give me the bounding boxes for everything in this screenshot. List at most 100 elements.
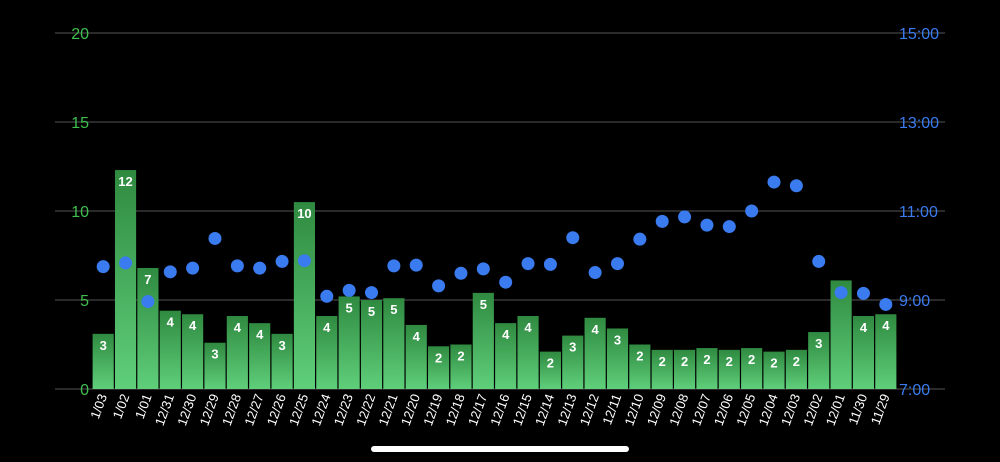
- bar: [226, 316, 248, 389]
- y-left-tick-label: 20: [71, 26, 89, 43]
- bar: [383, 298, 405, 389]
- bar-data-label: 4: [860, 320, 868, 335]
- y-right-tick-label: 13:00: [899, 115, 939, 132]
- bar: [495, 323, 517, 389]
- bar-data-label: 3: [614, 332, 621, 347]
- x-tick-label: 1/03: [87, 392, 110, 421]
- bar: [405, 324, 427, 389]
- bar-data-label: 2: [703, 352, 710, 367]
- scatter-point: [834, 286, 848, 300]
- scatter-point: [476, 262, 490, 276]
- home-indicator[interactable]: [371, 446, 629, 452]
- bar-data-label: 2: [435, 350, 442, 365]
- bar: [606, 328, 629, 389]
- bar: [249, 323, 271, 389]
- scatter-point: [163, 265, 177, 279]
- bar-series: 31274434431045554225442343222222223644: [92, 170, 897, 389]
- bar: [808, 332, 830, 389]
- bar-data-label: 4: [882, 318, 890, 333]
- scatter-point: [253, 261, 267, 275]
- scatter-point: [230, 259, 244, 273]
- scatter-point: [745, 204, 759, 218]
- scatter-point: [387, 259, 401, 273]
- scatter-point: [275, 254, 289, 268]
- scatter-point: [566, 231, 580, 245]
- bar-data-label: 4: [234, 320, 242, 335]
- scatter-point: [432, 279, 446, 293]
- y-right-tick-label: 11:00: [899, 204, 938, 221]
- scatter-point: [856, 286, 870, 300]
- scatter-point: [812, 254, 826, 268]
- scatter-point: [119, 256, 133, 270]
- scatter-point: [342, 283, 356, 297]
- scatter-point: [186, 261, 200, 275]
- scatter-point: [543, 257, 557, 271]
- bar: [584, 317, 606, 389]
- scatter-point: [499, 275, 513, 289]
- y-left-tick-label: 5: [80, 293, 89, 310]
- bar-data-label: 2: [748, 352, 755, 367]
- x-tick-label: 11/29: [868, 392, 893, 427]
- scatter-point: [409, 258, 423, 272]
- scatter-point: [767, 175, 781, 189]
- bar-data-label: 4: [524, 320, 532, 335]
- y-left-tick-label: 0: [80, 382, 89, 399]
- scatter-point: [633, 232, 647, 246]
- bar-data-label: 2: [659, 354, 666, 369]
- bar: [785, 349, 807, 389]
- scatter-point: [722, 220, 736, 234]
- bar: [830, 280, 852, 389]
- scatter-point: [700, 218, 714, 232]
- bar: [271, 333, 293, 389]
- scatter-point: [789, 179, 803, 193]
- scatter-point: [610, 257, 624, 271]
- bar-data-label: 7: [144, 272, 151, 287]
- bar-data-label: 5: [480, 297, 487, 312]
- scatter-point: [208, 231, 222, 245]
- bar-data-label: 2: [636, 349, 643, 364]
- bar-data-label: 4: [592, 322, 600, 337]
- x-tick-label: 12/01: [823, 392, 848, 428]
- bar: [428, 346, 450, 389]
- y-right-tick-label: 9:00: [899, 293, 930, 310]
- bar: [316, 316, 338, 389]
- scatter-series: [96, 175, 893, 311]
- bar: [204, 342, 226, 389]
- y-right-tick-label: 7:00: [899, 382, 930, 399]
- bar: [852, 316, 875, 389]
- bar-data-label: 3: [278, 338, 285, 353]
- scatter-point: [521, 257, 535, 271]
- bar: [360, 300, 383, 389]
- x-tick-label: 1/01: [132, 392, 155, 421]
- bar: [472, 292, 494, 389]
- scatter-point: [96, 260, 110, 274]
- bar-data-label: 2: [681, 354, 688, 369]
- bar: [517, 316, 539, 389]
- x-tick-label: 12/12: [577, 392, 602, 428]
- bar-data-label: 5: [390, 302, 397, 317]
- y-left-tick-label: 10: [71, 204, 89, 221]
- bar: [450, 344, 472, 389]
- bar-data-label: 3: [815, 336, 822, 351]
- scatter-point: [365, 286, 379, 300]
- scatter-point: [678, 210, 692, 224]
- bar: [159, 310, 181, 389]
- bar-data-label: 2: [726, 354, 733, 369]
- bar: [875, 314, 897, 389]
- bar: [629, 344, 651, 389]
- bar-data-label: 3: [211, 347, 218, 362]
- scatter-point: [454, 266, 468, 280]
- y-right-tick-label: 15:00: [899, 26, 939, 43]
- scatter-point: [879, 297, 893, 311]
- bar-data-label: 5: [368, 304, 375, 319]
- bar-data-label: 4: [167, 315, 175, 330]
- bar-data-label: 3: [569, 340, 576, 355]
- bar-data-label: 4: [502, 327, 510, 342]
- scatter-point: [320, 289, 334, 303]
- bar-data-label: 12: [118, 174, 132, 189]
- scatter-point: [588, 266, 602, 280]
- bar-data-label: 10: [297, 206, 311, 221]
- bar: [114, 170, 137, 389]
- bar: [562, 335, 584, 389]
